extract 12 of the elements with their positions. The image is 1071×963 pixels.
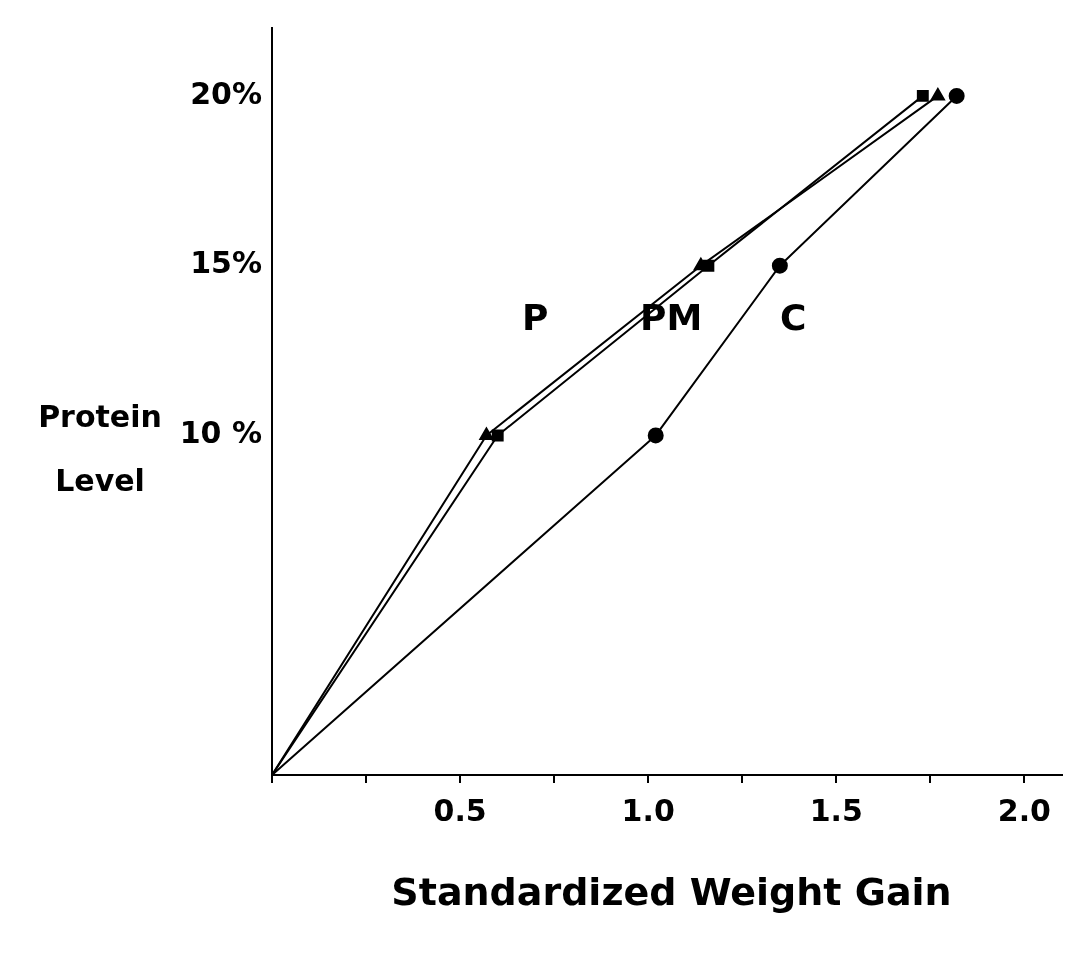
x-axis-title: Standardized Weight Gain — [390, 870, 953, 914]
y-tick-label: 10 % — [179, 415, 262, 451]
y-axis-title: Protein Level — [37, 398, 163, 500]
x-tick-label: 1.5 — [809, 792, 863, 828]
x-tick-label: 1.0 — [621, 792, 675, 828]
annotation: PM — [640, 297, 703, 338]
annotation: P — [522, 297, 549, 338]
x-tick-label: 2.0 — [997, 792, 1051, 828]
annotation: C — [780, 297, 807, 338]
x-tick-label: 0.5 — [433, 792, 487, 828]
y-tick-label: 15% — [190, 245, 262, 281]
y-tick-label: 20% — [190, 75, 262, 111]
